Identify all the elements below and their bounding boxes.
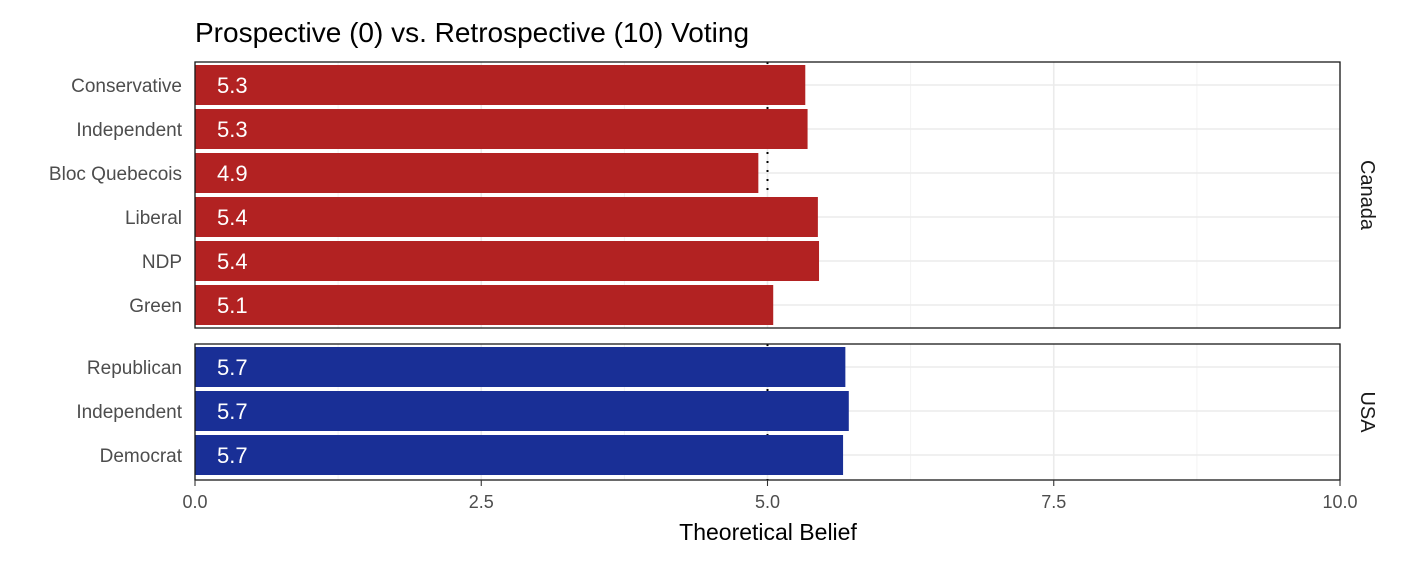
- bar-value-label: 5.3: [217, 117, 248, 142]
- x-axis-title: Theoretical Belief: [679, 519, 857, 545]
- category-label: Republican: [87, 358, 182, 379]
- panel-border: [194, 61, 1341, 329]
- bar-value-label: 5.7: [217, 443, 248, 468]
- bar-value-label: 5.4: [217, 249, 248, 274]
- category-label: Independent: [76, 402, 182, 423]
- bar-usa-democrat: [195, 435, 844, 475]
- bar-usa-independent: [195, 391, 849, 431]
- category-label: Bloc Quebecois: [49, 164, 182, 185]
- bar-canada-conservative: [195, 65, 806, 105]
- x-tick-label: 0.0: [182, 492, 207, 512]
- category-label: Conservative: [71, 76, 182, 97]
- bar-value-label: 5.7: [217, 355, 248, 380]
- bar-canada-bloc-quebecois: [195, 153, 759, 193]
- bar-value-label: 5.7: [217, 399, 248, 424]
- bar-value-label: 5.4: [217, 205, 248, 230]
- category-label: Democrat: [100, 446, 183, 467]
- bar-canada-independent: [195, 109, 808, 149]
- bar-value-label: 5.1: [217, 293, 248, 318]
- category-label: Independent: [76, 120, 182, 141]
- bar-value-label: 5.3: [217, 73, 248, 98]
- bar-usa-republican: [195, 347, 846, 387]
- category-label: NDP: [142, 252, 182, 273]
- chart-title: Prospective (0) vs. Retrospective (10) V…: [195, 17, 749, 48]
- category-label: Green: [129, 296, 182, 317]
- facet-label-usa: USA: [1356, 391, 1378, 433]
- x-tick-label: 10.0: [1322, 492, 1357, 512]
- x-tick-label: 7.5: [1041, 492, 1066, 512]
- x-tick-label: 2.5: [469, 492, 494, 512]
- bar-canada-green: [195, 285, 774, 325]
- bar-value-label: 4.9: [217, 161, 248, 186]
- bar-canada-ndp: [195, 241, 820, 281]
- x-tick-label: 5.0: [755, 492, 780, 512]
- facet-label-canada: Canada: [1356, 160, 1378, 231]
- bar-canada-liberal: [195, 197, 818, 237]
- category-label: Liberal: [125, 208, 182, 229]
